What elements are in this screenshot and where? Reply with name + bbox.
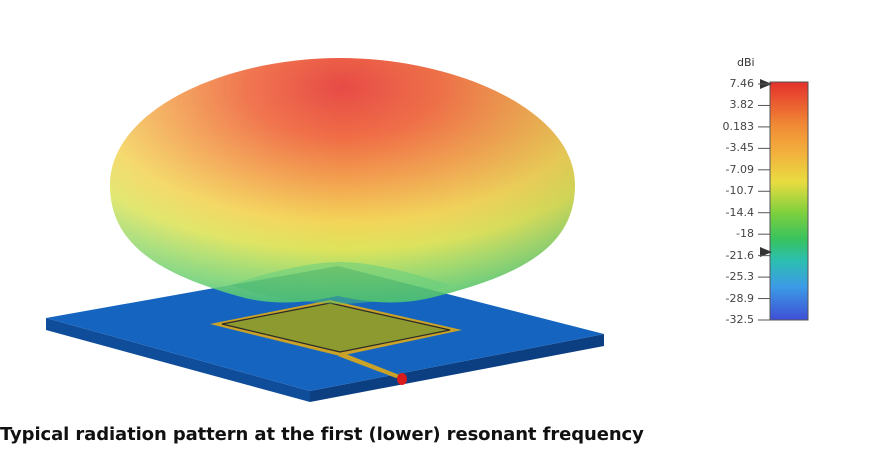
feed-port [397,373,407,385]
colorbar-tick-marks [758,83,770,321]
colorbar-tick-label: -18 [736,227,754,241]
colorbar-tick-label: -7.09 [725,162,754,176]
substrate-side-right [310,334,604,402]
colorbar-tick-label: -21.6 [725,248,754,262]
colorbar-tick-label: -10.7 [725,184,754,198]
colorbar-tick-label: 3.82 [729,98,755,112]
substrate-side-front [46,318,310,402]
colorbar-tick-label: -32.5 [725,313,754,326]
colorbar-unit-label: dBi [737,56,755,69]
feed-line [338,354,402,378]
figure-caption: Typical radiation pattern at the first (… [0,424,644,445]
radiation-lobe [110,58,575,304]
colorbar-tick-label: 0.183 [722,119,755,133]
colorbar-tick-label: -25.3 [725,270,754,284]
colorbar-tick-label: -28.9 [725,291,754,305]
colorbar [769,81,809,321]
colorbar-min-marker [760,247,772,257]
colorbar-tick-label: -14.4 [725,205,754,219]
colorbar-tick-label: -3.45 [725,141,754,155]
colorbar-tick-label: 7.46 [729,77,755,90]
patch-element [221,302,451,353]
